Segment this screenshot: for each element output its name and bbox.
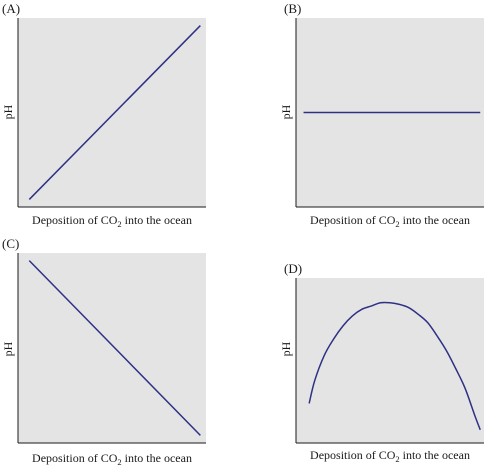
x-axis-label: Deposition of CO2 into the ocean <box>310 213 470 229</box>
panel-a: (A) pH Deposition of CO2 into the ocean <box>1 1 206 229</box>
series-line <box>308 301 481 431</box>
y-axis-label: pH <box>1 341 15 356</box>
x-axis-label: Deposition of CO2 into the ocean <box>32 213 192 229</box>
plot-area <box>18 253 206 443</box>
x-axis-label: Deposition of CO2 into the ocean <box>32 451 192 467</box>
plot-area <box>18 18 206 207</box>
panel-c: (C) pH Deposition of CO2 into the ocean <box>1 236 206 467</box>
series-line <box>28 260 201 436</box>
panel-b: (B) pH Deposition of CO2 into the ocean <box>279 1 484 229</box>
y-axis-label: pH <box>1 104 15 119</box>
panel-label: (B) <box>284 1 301 16</box>
panel-label: (C) <box>2 236 19 251</box>
series-line <box>28 25 201 200</box>
panel-label: (D) <box>284 261 302 276</box>
panel-d: (D) pH Deposition of CO2 into the ocean <box>279 261 484 464</box>
y-axis-label: pH <box>279 104 293 119</box>
panel-label: (A) <box>2 1 20 16</box>
y-axis-label: pH <box>279 341 293 356</box>
x-axis-label: Deposition of CO2 into the ocean <box>310 448 470 464</box>
plot-area <box>296 278 484 443</box>
